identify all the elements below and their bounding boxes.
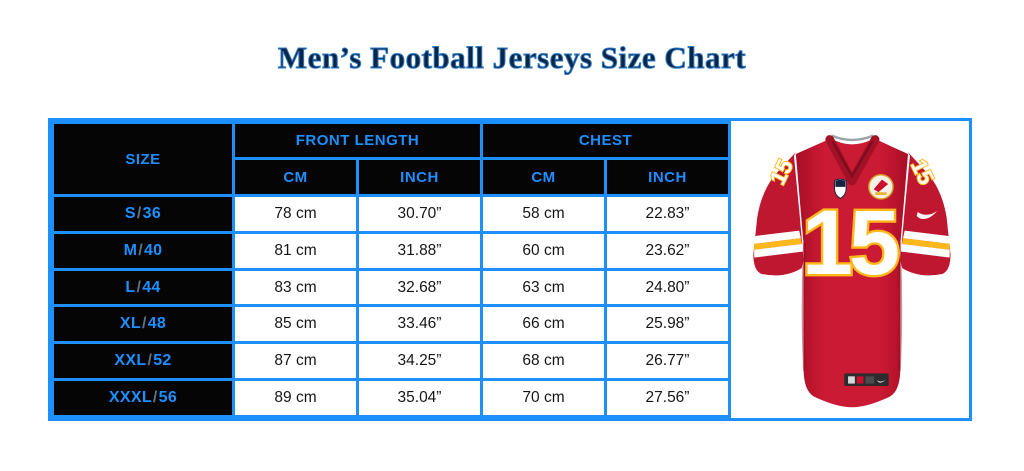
group-header-row: SIZE FRONT LENGTH CHEST [51,121,731,197]
jock-tag [844,372,889,386]
front-cm-value: 89 cm [232,378,359,418]
table-row: L/44 83 cm 32.68” 63 cm 24.80” [51,267,731,308]
table-row: M/40 81 cm 31.88” 60 cm 23.62” [51,230,731,271]
chest-cm-value: 58 cm [480,194,607,234]
size-label: M/40 [51,230,235,271]
collar-v-neck [825,134,880,185]
chest-cm-value: 60 cm [480,230,607,271]
chest-inch-value: 25.98” [604,304,731,345]
chest-inch-value: 22.83” [604,194,731,234]
collar-v-inner [831,140,874,179]
unit-header-row: CM INCH CM INCH [53,157,731,197]
header-chest-inch: INCH [604,157,731,197]
front-inch-value: 30.70” [356,194,483,234]
chest-inch-value: 26.77” [604,341,731,382]
size-separator: / [147,352,153,370]
front-cm-value: 85 cm [232,304,359,345]
header-size: SIZE [51,121,235,197]
header-chest-cm: CM [480,157,607,197]
team-patch-icon [868,173,894,200]
front-cm-value: 81 cm [232,230,359,271]
header-front-inch: INCH [356,157,483,197]
size-separator: / [136,204,142,222]
jersey-body [795,138,908,407]
front-inch-value: 35.04” [356,378,483,418]
jersey-chest-number: 15 [802,191,898,293]
front-inch-value: 31.88” [356,230,483,271]
chest-cm-value: 70 cm [480,378,607,418]
header-chest: CHEST [480,121,731,160]
nike-swoosh-icon [916,210,937,219]
front-cm-value: 78 cm [232,194,359,234]
size-separator: / [136,278,142,296]
size-label: L/44 [51,267,235,308]
header-front-cm: CM [232,157,359,197]
jersey-image: 15 15 15 [742,134,958,407]
front-cm-value: 87 cm [232,341,359,382]
size-separator: / [138,241,143,259]
chest-cm-value: 63 cm [480,267,607,308]
table-row: XXL/52 87 cm 34.25” 68 cm 26.77” [51,341,731,382]
size-label: XXXL/56 [51,378,235,418]
table-row: XL/48 85 cm 33.46” 66 cm 25.98” [51,304,731,345]
size-chart-table: SIZE FRONT LENGTH CHEST CM INCH CM INCH … [51,121,731,418]
chest-inch-value: 24.80” [604,267,731,308]
chest-inch-value: 23.62” [604,230,731,271]
size-label: XXL/52 [51,341,235,382]
sleeve-stripes-right [897,228,958,258]
front-inch-value: 34.25” [356,341,483,382]
size-separator: / [141,315,147,333]
nfl-shield-icon [834,178,847,199]
front-inch-value: 33.46” [356,304,483,345]
size-label: S/36 [51,194,235,234]
sleeve-stripes-left [742,228,807,259]
table-row: XXXL/56 89 cm 35.04” 70 cm 27.56” [51,378,731,418]
jersey-side-shading-right [897,242,903,371]
size-chart-frame: SIZE FRONT LENGTH CHEST CM INCH CM INCH … [48,118,972,421]
table-row: S/36 78 cm 30.70” 58 cm 22.83” [51,194,731,234]
chest-cm-value: 68 cm [480,341,607,382]
front-cm-value: 83 cm [232,267,359,308]
collar-back-line [831,134,874,141]
jersey-side-shading-left [801,242,807,371]
page-title: Men’s Football Jerseys Size Chart [277,40,747,76]
size-label: XL/48 [51,304,235,345]
jersey-panel: 15 15 15 [731,121,969,418]
front-inch-value: 32.68” [356,267,483,308]
header-front-length: FRONT LENGTH [232,121,483,160]
chest-inch-value: 27.56” [604,378,731,418]
chest-cm-value: 66 cm [480,304,607,345]
size-separator: / [152,389,158,407]
